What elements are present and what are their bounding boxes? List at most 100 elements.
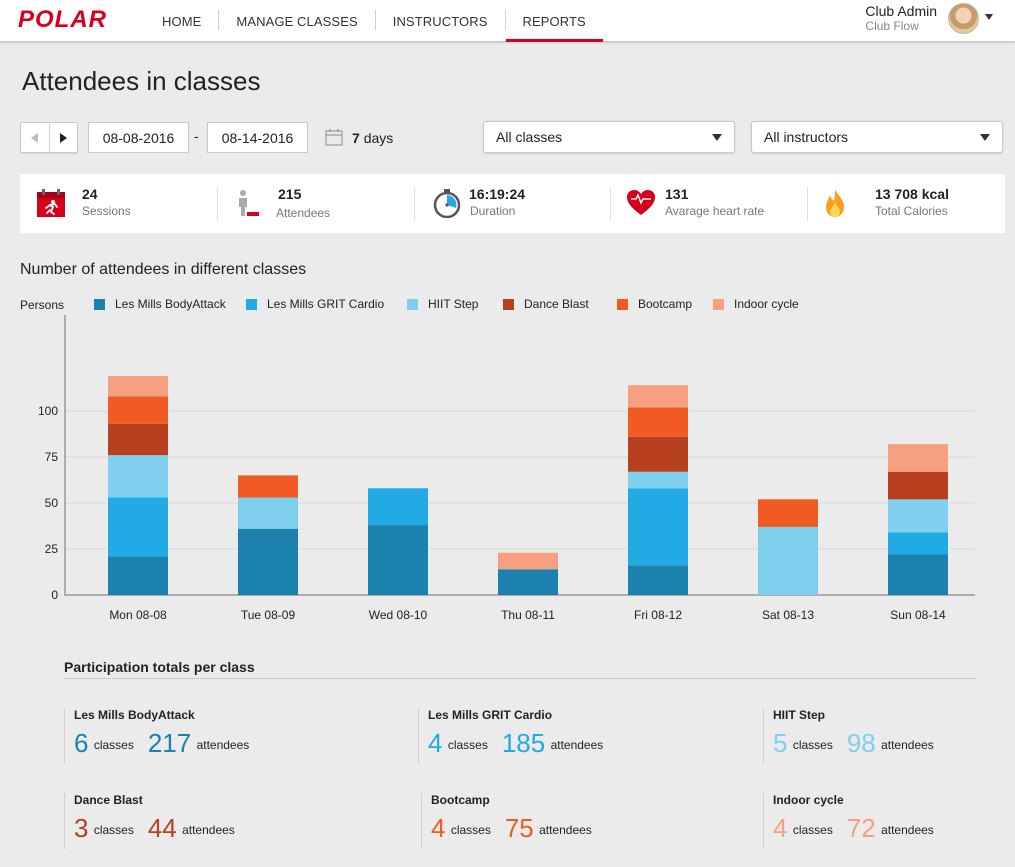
bar-segment[interactable] bbox=[888, 554, 948, 595]
total-card-indoor-cycle: Indoor cycle 4 classes 72 attendees bbox=[763, 793, 934, 849]
legend-swatch bbox=[713, 298, 724, 310]
stat-sessions-label: Sessions bbox=[82, 204, 131, 218]
x-tick-label: Sun 08-14 bbox=[890, 608, 946, 622]
bar-segment[interactable] bbox=[238, 528, 298, 595]
bar-segment[interactable] bbox=[758, 499, 818, 527]
total-classes-count: 3 bbox=[74, 813, 89, 843]
chevron-down-icon bbox=[980, 134, 990, 141]
bar-segment[interactable] bbox=[628, 488, 688, 566]
total-card-dance-blast: Dance Blast 3 classes 44 attendees bbox=[64, 793, 235, 849]
stat-attendees-value: 215 bbox=[278, 186, 302, 202]
bar-segment[interactable] bbox=[628, 471, 688, 489]
total-attendees-label: attendees bbox=[182, 823, 235, 837]
legend-item[interactable]: Dance Blast bbox=[503, 297, 589, 311]
instructor-filter-select[interactable]: All instructors bbox=[751, 121, 1003, 153]
stat-divider bbox=[217, 187, 218, 221]
bar-segment[interactable] bbox=[628, 385, 688, 408]
total-attendees-count: 217 bbox=[147, 728, 192, 758]
bar-segment[interactable] bbox=[888, 471, 948, 500]
total-classes-label: classes bbox=[93, 738, 134, 752]
stat-attendees-label: Attendees bbox=[276, 206, 331, 220]
class-filter-value: All classes bbox=[496, 129, 563, 145]
total-attendees-count: 185 bbox=[501, 728, 546, 758]
summary-stats-bar: 24 Sessions 215 Attendees 16:19:24 Durat… bbox=[20, 174, 1005, 233]
legend-item[interactable]: HIIT Step bbox=[407, 297, 478, 311]
nav-manage-classes[interactable]: MANAGE CLASSES bbox=[236, 13, 358, 29]
total-classes-count: 4 bbox=[773, 813, 788, 843]
total-classes-count: 5 bbox=[773, 728, 788, 758]
top-bar: POLAR HOME MANAGE CLASSES INSTRUCTORS RE… bbox=[0, 0, 1015, 42]
date-to-input[interactable]: 08-14-2016 bbox=[207, 122, 308, 153]
legend-item[interactable]: Les Mills GRIT Cardio bbox=[246, 297, 384, 311]
nav-divider bbox=[374, 10, 376, 30]
legend-swatch bbox=[407, 298, 418, 310]
y-tick-label: 25 bbox=[45, 542, 59, 556]
y-tick-label: 0 bbox=[51, 588, 58, 602]
total-attendees-count: 44 bbox=[147, 813, 177, 843]
nav-instructors[interactable]: INSTRUCTORS bbox=[392, 13, 488, 29]
next-week-button[interactable] bbox=[50, 123, 78, 152]
bar-segment[interactable] bbox=[498, 569, 558, 595]
bar-segment[interactable] bbox=[888, 499, 948, 533]
bar-segment[interactable] bbox=[368, 488, 428, 526]
nav-home[interactable]: HOME bbox=[162, 13, 202, 29]
bar-segment[interactable] bbox=[628, 436, 688, 472]
user-avatar-icon[interactable] bbox=[948, 3, 979, 34]
calendar-icon[interactable] bbox=[325, 128, 343, 146]
user-menu[interactable]: Club Admin Club Flow bbox=[865, 4, 937, 34]
bar-segment[interactable] bbox=[758, 526, 818, 595]
date-pager bbox=[20, 122, 78, 153]
instructor-filter-value: All instructors bbox=[764, 129, 849, 145]
bar-segment[interactable] bbox=[498, 552, 558, 570]
total-class-name: Dance Blast bbox=[74, 793, 143, 807]
legend-swatch bbox=[94, 298, 105, 310]
legend-item[interactable]: Indoor cycle bbox=[713, 297, 799, 311]
stopwatch-icon bbox=[433, 189, 461, 218]
bar-segment[interactable] bbox=[108, 376, 168, 397]
bar-segment[interactable] bbox=[238, 497, 298, 529]
stat-calories: 13 708 kcal Total Calories bbox=[808, 174, 1004, 233]
total-numbers: 4 classes 75 attendees bbox=[431, 813, 592, 844]
bar-segment[interactable] bbox=[108, 455, 168, 498]
total-card-bootcamp: Bootcamp 4 classes 75 attendees bbox=[421, 793, 592, 849]
bar-segment[interactable] bbox=[108, 556, 168, 595]
bar-segment[interactable] bbox=[888, 444, 948, 472]
total-attendees-count: 72 bbox=[846, 813, 876, 843]
nav-reports[interactable]: REPORTS bbox=[505, 0, 604, 42]
stat-sessions: 24 Sessions bbox=[20, 174, 216, 233]
y-tick-label: 50 bbox=[45, 496, 59, 510]
y-axis-label: Persons bbox=[20, 298, 65, 312]
legend-swatch bbox=[617, 298, 628, 310]
legend-item[interactable]: Bootcamp bbox=[617, 297, 692, 311]
bar-segment[interactable] bbox=[888, 532, 948, 555]
legend-swatch bbox=[246, 298, 257, 310]
date-from-input[interactable]: 08-08-2016 bbox=[88, 122, 189, 153]
bar-segment[interactable] bbox=[628, 565, 688, 595]
previous-week-button[interactable] bbox=[21, 123, 50, 152]
total-card-hiit-step: HIIT Step 5 classes 98 attendees bbox=[763, 708, 934, 764]
total-numbers: 3 classes 44 attendees bbox=[74, 813, 235, 844]
total-classes-label: classes bbox=[447, 738, 488, 752]
bar-segment[interactable] bbox=[368, 525, 428, 595]
heart-icon bbox=[627, 190, 655, 215]
legend-swatch bbox=[503, 298, 514, 310]
bar-segment[interactable] bbox=[108, 497, 168, 557]
legend-item[interactable]: Les Mills BodyAttack bbox=[94, 297, 226, 311]
bar-segment[interactable] bbox=[108, 396, 168, 424]
bar-segment[interactable] bbox=[628, 407, 688, 437]
y-tick-label: 100 bbox=[38, 404, 58, 418]
legend-label: Les Mills BodyAttack bbox=[115, 297, 226, 311]
bar-segment[interactable] bbox=[238, 475, 298, 498]
total-classes-label: classes bbox=[792, 823, 833, 837]
arrow-left-icon bbox=[31, 132, 39, 143]
total-classes-count: 4 bbox=[428, 728, 443, 758]
total-class-name: Les Mills BodyAttack bbox=[74, 708, 195, 722]
y-tick-label: 75 bbox=[45, 450, 59, 464]
total-numbers: 6 classes 217 attendees bbox=[74, 728, 249, 759]
class-filter-select[interactable]: All classes bbox=[483, 121, 735, 153]
chevron-down-icon[interactable] bbox=[985, 14, 993, 20]
total-class-name: Les Mills GRIT Cardio bbox=[428, 708, 553, 722]
x-tick-label: Sat 08-13 bbox=[762, 608, 814, 622]
polar-logo[interactable]: POLAR bbox=[18, 6, 134, 32]
bar-segment[interactable] bbox=[108, 423, 168, 456]
